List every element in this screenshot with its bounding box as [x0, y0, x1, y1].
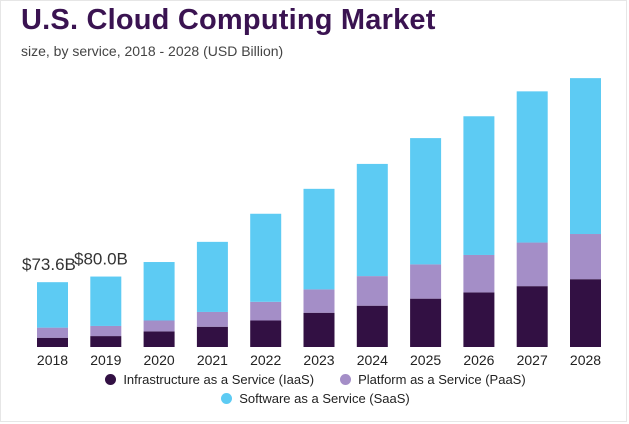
bar-segment-paas-2020 — [143, 320, 175, 332]
legend-swatch-saas — [221, 393, 233, 404]
bar-segment-saas-2018 — [37, 282, 68, 328]
chart-subtitle: size, by service, 2018 - 2028 (USD Billi… — [21, 43, 284, 59]
x-tick-label: 2019 — [90, 352, 121, 368]
bar-segment-iaas-2022 — [250, 320, 282, 347]
bar-segment-saas-2021 — [196, 241, 228, 312]
bar-segment-iaas-2021 — [196, 326, 228, 347]
bar-segment-iaas-2018 — [37, 337, 68, 347]
x-tick-label: 2026 — [463, 352, 494, 368]
data-label-2019: $80.0B — [74, 250, 128, 269]
bar-segment-iaas-2024 — [356, 305, 388, 347]
x-tick-label: 2023 — [303, 352, 334, 368]
bar-segment-saas-2020 — [143, 262, 175, 321]
legend-swatch-paas — [340, 374, 352, 385]
legend-row-2: Software as a Service (SaaS) — [1, 391, 629, 406]
x-tick-label: 2021 — [197, 352, 228, 368]
legend-label-paas: Platform as a Service (PaaS) — [358, 372, 526, 387]
bar-segment-paas-2024 — [356, 276, 388, 306]
data-label-2018: $73.6B — [22, 255, 76, 274]
legend-item-saas: Software as a Service (SaaS) — [221, 391, 410, 406]
bar-segment-paas-2021 — [196, 311, 228, 327]
x-tick-label: 2020 — [144, 352, 175, 368]
bar-segment-paas-2026 — [463, 254, 495, 293]
legend-item-paas: Platform as a Service (PaaS) — [340, 372, 526, 387]
bar-segment-paas-2028 — [570, 234, 601, 280]
bar-segment-saas-2028 — [570, 78, 601, 235]
x-tick-label: 2028 — [570, 352, 601, 368]
x-tick-label: 2027 — [517, 352, 548, 368]
chart-title: U.S. Cloud Computing Market — [21, 4, 436, 36]
bar-segment-iaas-2025 — [410, 298, 442, 347]
bar-segment-saas-2027 — [516, 91, 548, 243]
x-tick-label: 2018 — [37, 352, 68, 368]
bar-segment-saas-2023 — [303, 188, 335, 290]
bar-segment-paas-2019 — [90, 325, 122, 337]
bar-segment-iaas-2019 — [90, 336, 122, 347]
legend-row-1: Infrastructure as a Service (IaaS) Platf… — [1, 372, 629, 387]
chart-legend: Infrastructure as a Service (IaaS) Platf… — [1, 372, 629, 406]
legend-swatch-iaas — [105, 374, 117, 385]
bar-segment-iaas-2026 — [463, 292, 495, 347]
bar-segment-saas-2026 — [463, 116, 495, 255]
bar-segment-saas-2022 — [250, 213, 282, 302]
bar-segment-paas-2027 — [516, 242, 548, 287]
bar-segment-iaas-2023 — [303, 312, 335, 347]
legend-label-saas: Software as a Service (SaaS) — [239, 391, 410, 406]
bar-segment-paas-2025 — [410, 264, 442, 299]
bar-segment-paas-2023 — [303, 289, 335, 313]
bar-segment-iaas-2020 — [143, 331, 175, 347]
bar-segment-saas-2024 — [356, 163, 388, 277]
bar-segment-iaas-2028 — [570, 279, 601, 347]
bar-segment-paas-2022 — [250, 301, 282, 321]
bar-segment-saas-2025 — [410, 138, 442, 265]
bar-segment-iaas-2027 — [516, 286, 548, 347]
x-tick-label: 2024 — [357, 352, 388, 368]
x-tick-label: 2025 — [410, 352, 441, 368]
bar-segment-paas-2018 — [37, 327, 68, 338]
legend-label-iaas: Infrastructure as a Service (IaaS) — [123, 372, 315, 387]
bar-segment-saas-2019 — [90, 276, 122, 326]
x-tick-label: 2022 — [250, 352, 281, 368]
stacked-bar-chart: 2018 2019 2020 2021 2022 2023 2024 2025 2026 2027… — [22, 78, 601, 368]
legend-item-iaas: Infrastructure as a Service (IaaS) — [105, 372, 314, 387]
